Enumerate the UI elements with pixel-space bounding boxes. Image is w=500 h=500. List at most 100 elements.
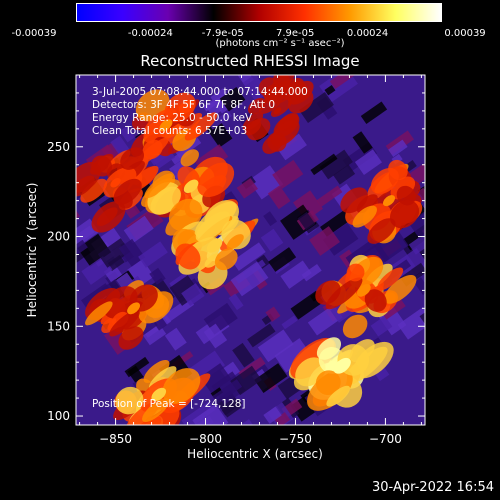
energy-range-annotation: Energy Range: 25.0 - 50.0 keV xyxy=(92,112,253,124)
colorbar-tick-label: -0.00039 xyxy=(11,28,57,39)
heatmap-bright-blob xyxy=(164,92,196,123)
heatmap-texture-cell xyxy=(274,338,312,373)
heatmap-texture-cell xyxy=(268,247,297,272)
heatmap-bright-blob xyxy=(96,207,118,226)
heatmap-bright-blob xyxy=(115,386,144,415)
heatmap-texture-cell xyxy=(388,139,408,157)
heatmap-texture-cell xyxy=(236,178,258,199)
heatmap-texture-cell xyxy=(237,429,258,448)
colorbar-tick-label: 0.00039 xyxy=(444,28,486,39)
heatmap-texture-cell xyxy=(329,75,356,90)
heatmap-texture-cell xyxy=(267,185,291,210)
heatmap-bright-blob xyxy=(315,370,341,395)
heatmap-texture-cell xyxy=(247,323,276,348)
heatmap-texture-cell xyxy=(280,260,312,289)
heatmap-texture-cell xyxy=(453,303,465,315)
heatmap-bright-blob xyxy=(271,120,300,147)
heatmap-bright-blob xyxy=(226,234,244,250)
heatmap-bright-blob xyxy=(340,187,368,214)
heatmap-texture-cell xyxy=(260,228,284,252)
heatmap-texture-cell xyxy=(138,241,168,268)
heatmap-bright-blob xyxy=(143,359,170,383)
heatmap-texture-cell xyxy=(254,363,288,394)
heatmap-bright-blob xyxy=(109,309,140,337)
colorbar-tick-label: 0.00024 xyxy=(346,28,389,39)
x-tick-label: −700 xyxy=(369,432,402,446)
heatmap-texture-cell xyxy=(238,49,251,61)
heatmap-bright-core xyxy=(383,195,396,207)
x-axis-label: Heliocentric X (arcsec) xyxy=(187,447,323,461)
heatmap-texture-cell xyxy=(181,401,216,425)
heatmap-texture-cell xyxy=(219,86,246,112)
heatmap-bright-blob xyxy=(288,89,314,114)
heatmap-texture-cell xyxy=(440,314,464,336)
x-tick-label: −800 xyxy=(189,432,222,446)
heatmap-texture-cell xyxy=(285,60,299,73)
heatmap-texture-cell xyxy=(456,243,481,264)
heatmap-texture-cell xyxy=(370,315,393,337)
heatmap-texture-cell xyxy=(299,92,334,124)
colorbar xyxy=(76,3,442,22)
heatmap-bright-core xyxy=(273,107,282,115)
heatmap-texture-cell xyxy=(200,363,232,394)
heatmap-bright-blob xyxy=(113,178,142,205)
heatmap-bright-core xyxy=(333,357,351,374)
heatmap-bright-core xyxy=(159,119,173,132)
heatmap-texture-cell xyxy=(149,267,166,285)
footer-timestamp: 30-Apr-2022 16:54 xyxy=(372,480,494,495)
heatmap-texture-cell xyxy=(232,242,266,271)
heatmap-bright-blob xyxy=(258,91,284,114)
heatmap-texture-cell xyxy=(421,218,425,245)
heatmap-texture-cell xyxy=(408,229,425,255)
heatmap-texture-cell xyxy=(413,277,425,296)
heatmap-bright-blob xyxy=(80,178,108,203)
heatmap-bright-blob xyxy=(389,200,420,229)
heatmap-texture-cell xyxy=(324,84,336,96)
heatmap-bright-core xyxy=(183,179,199,193)
heatmap-bright-core xyxy=(356,284,371,297)
heatmap-bright-blob xyxy=(377,267,404,291)
heatmap-bright-blob xyxy=(326,385,351,407)
plot-frame xyxy=(75,74,426,426)
y-tick-label: 150 xyxy=(47,319,70,333)
heatmap-texture-cell xyxy=(301,263,322,282)
heatmap-texture-cell xyxy=(450,235,471,255)
heatmap-texture-cell xyxy=(360,101,388,125)
heatmap-texture-cell xyxy=(76,225,95,242)
heatmap-bright-core xyxy=(151,387,167,402)
heatmap-texture-cell xyxy=(76,239,88,261)
heatmap-bright-blob xyxy=(142,407,180,425)
heatmap-texture-cell xyxy=(106,254,125,272)
heatmap-texture-cell xyxy=(463,256,493,286)
colorbar-tick-label: -7.9e-05 xyxy=(201,28,244,39)
heatmap-texture-cell xyxy=(203,323,228,349)
heatmap-bright-blob xyxy=(142,398,170,423)
heatmap-texture-cell xyxy=(162,297,195,324)
y-tick-label: 200 xyxy=(47,230,70,244)
heatmap-texture-cell xyxy=(265,306,281,322)
heatmap-texture-cell xyxy=(97,238,131,268)
heatmap-texture-cell xyxy=(316,185,343,208)
heatmap-bright-blob xyxy=(214,248,238,271)
heatmap-texture-cell xyxy=(208,110,232,130)
heatmap-texture-cell xyxy=(181,283,205,306)
heatmap-bright-blob xyxy=(384,274,417,304)
heatmap-texture-cell xyxy=(192,404,229,425)
heatmap-texture-cell xyxy=(123,215,154,244)
heatmap-bright-blob xyxy=(370,167,399,195)
heatmap-texture-cell xyxy=(118,238,146,267)
heatmap-texture-cell xyxy=(354,149,382,176)
heatmap-texture-cell xyxy=(263,406,282,424)
heatmap-bright-blob xyxy=(91,155,113,177)
heatmap-texture-cell xyxy=(164,327,187,351)
heatmap-texture-cell xyxy=(77,233,112,267)
x-tick-label: −850 xyxy=(99,432,132,446)
heatmap-texture-cell xyxy=(333,164,356,185)
heatmap-texture-cell xyxy=(212,379,243,404)
heatmap-texture-cell xyxy=(419,309,425,324)
peak-position-annotation: Position of Peak = [-724,128] xyxy=(92,398,246,410)
heatmap-bright-blob xyxy=(142,139,163,160)
heatmap-bright-blob xyxy=(325,277,363,310)
heatmap-texture-cell xyxy=(54,263,76,285)
